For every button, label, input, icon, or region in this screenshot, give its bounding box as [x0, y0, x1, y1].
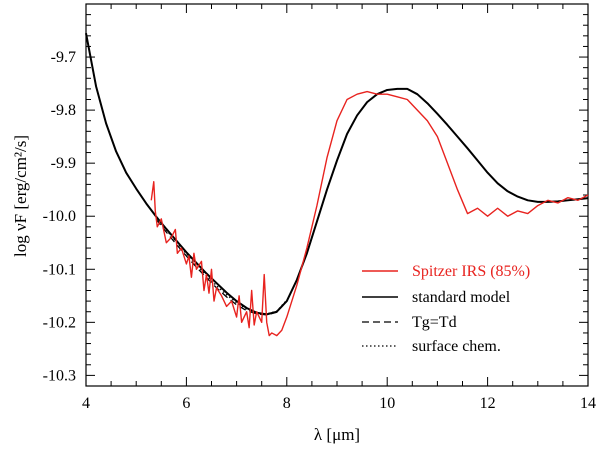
x-tick-labels: 4 6 8 10 12 14 — [82, 395, 596, 412]
axis-ticks — [85, 3, 589, 387]
series-line-spitzer-irs-85 — [150, 90, 589, 337]
plot-area: 4 6 8 10 12 14 -9.7 -9.8 -9.9 -10.0 -10.1 -10.2 -10… — [43, 3, 596, 412]
y-axis-label: log νF [erg/cm²/s] — [11, 135, 30, 257]
series-lines — [85, 32, 589, 337]
y-tick-label: -10.0 — [43, 208, 76, 225]
y-tick-label: -10.1 — [43, 261, 76, 278]
legend-label-spitzer: Spitzer IRS (85%) — [412, 263, 530, 280]
x-tick-label: 6 — [182, 395, 190, 412]
y-tick-labels: -9.7 -9.8 -9.9 -10.0 -10.1 -10.2 -10.3 — [43, 49, 76, 384]
x-tick-label: 12 — [480, 395, 496, 412]
x-axis-label: λ [μm] — [314, 425, 360, 444]
y-tick-label: -10.3 — [43, 367, 76, 384]
x-tick-label: 8 — [283, 395, 291, 412]
y-tick-label: -10.2 — [43, 314, 76, 331]
y-tick-label: -9.9 — [51, 155, 76, 172]
x-tick-label: 4 — [82, 395, 90, 412]
y-tick-label: -9.7 — [51, 49, 76, 66]
legend-label-tg-td: Tg=Td — [412, 314, 457, 331]
legend: Spitzer IRS (85%) standard model Tg=Td s… — [362, 263, 530, 355]
x-tick-label: 14 — [580, 395, 596, 412]
series-line-standard-model — [85, 32, 589, 316]
y-tick-label: -9.8 — [51, 102, 76, 119]
x-tick-label: 10 — [379, 395, 395, 412]
legend-label-standard-model: standard model — [412, 289, 511, 306]
legend-label-surface-chem: surface chem. — [412, 338, 501, 355]
